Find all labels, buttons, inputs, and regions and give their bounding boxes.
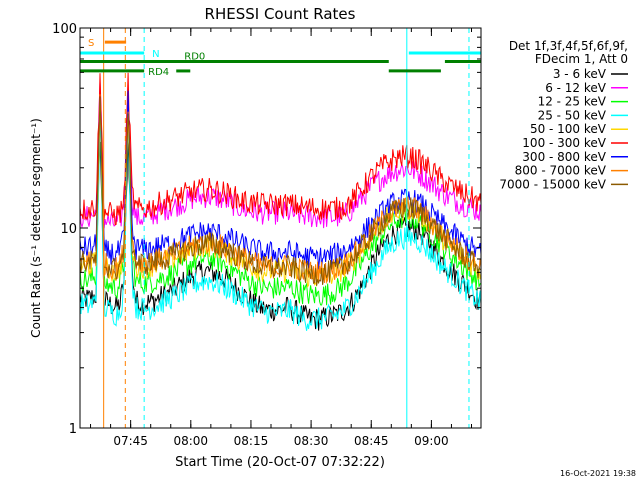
flag-label-s: S bbox=[88, 38, 94, 49]
legend-header-line-1: Det 1f,3f,4f,5f,6f,9f, bbox=[509, 39, 628, 53]
legend-label-0: 3 - 6 keV bbox=[553, 67, 607, 81]
series-layer bbox=[79, 72, 482, 331]
axis-tick-layer: 07:45 08:00 08:15 08:30 08:45 09:00 1 10 100 bbox=[52, 22, 481, 448]
legend-label-1: 6 - 12 keV bbox=[545, 81, 607, 95]
y-tick-label-1: 10 bbox=[60, 222, 77, 237]
series-line-8 bbox=[79, 96, 482, 286]
flag-label-rd0: RD0 bbox=[184, 51, 205, 62]
y-tick-label-0: 1 bbox=[69, 422, 77, 437]
legend-label-6: 300 - 800 keV bbox=[522, 150, 606, 164]
x-tick-label-0: 07:45 bbox=[113, 434, 148, 448]
flag-label-rd4: RD4 bbox=[148, 67, 169, 78]
series-line-5 bbox=[79, 72, 482, 226]
series-line-2 bbox=[79, 99, 482, 306]
x-tick-label-2: 08:15 bbox=[234, 434, 269, 448]
legend: Det 1f,3f,4f,5f,6f,9f, FDecim 1, Att 0 3… bbox=[499, 39, 628, 191]
legend-label-4: 50 - 100 keV bbox=[530, 122, 607, 136]
footer-timestamp: 16-Oct-2021 19:38 bbox=[560, 469, 636, 478]
y-tick-label-2: 100 bbox=[52, 22, 77, 37]
legend-label-8: 7000 - 15000 keV bbox=[499, 177, 606, 191]
x-tick-label-1: 08:00 bbox=[173, 434, 208, 448]
flag-bar-layer: S N RD0 RD4 bbox=[80, 38, 481, 78]
x-tick-label-3: 08:30 bbox=[294, 434, 329, 448]
x-tick-label-4: 08:45 bbox=[354, 434, 389, 448]
x-tick-label-5: 09:00 bbox=[414, 434, 449, 448]
legend-label-5: 100 - 300 keV bbox=[522, 136, 606, 150]
x-axis-label: Start Time (20-Oct-07 07:32:22) bbox=[175, 455, 385, 470]
flag-label-n: N bbox=[152, 49, 159, 60]
y-axis-label: Count Rate (s⁻¹ detector segment⁻¹) bbox=[29, 118, 43, 338]
legend-header-line-2: FDecim 1, Att 0 bbox=[535, 52, 628, 66]
chart-title: RHESSI Count Rates bbox=[205, 5, 356, 23]
legend-label-3: 25 - 50 keV bbox=[538, 108, 607, 122]
legend-label-7: 800 - 7000 keV bbox=[515, 164, 607, 178]
legend-label-2: 12 - 25 keV bbox=[538, 95, 607, 109]
series-line-3 bbox=[79, 110, 482, 331]
